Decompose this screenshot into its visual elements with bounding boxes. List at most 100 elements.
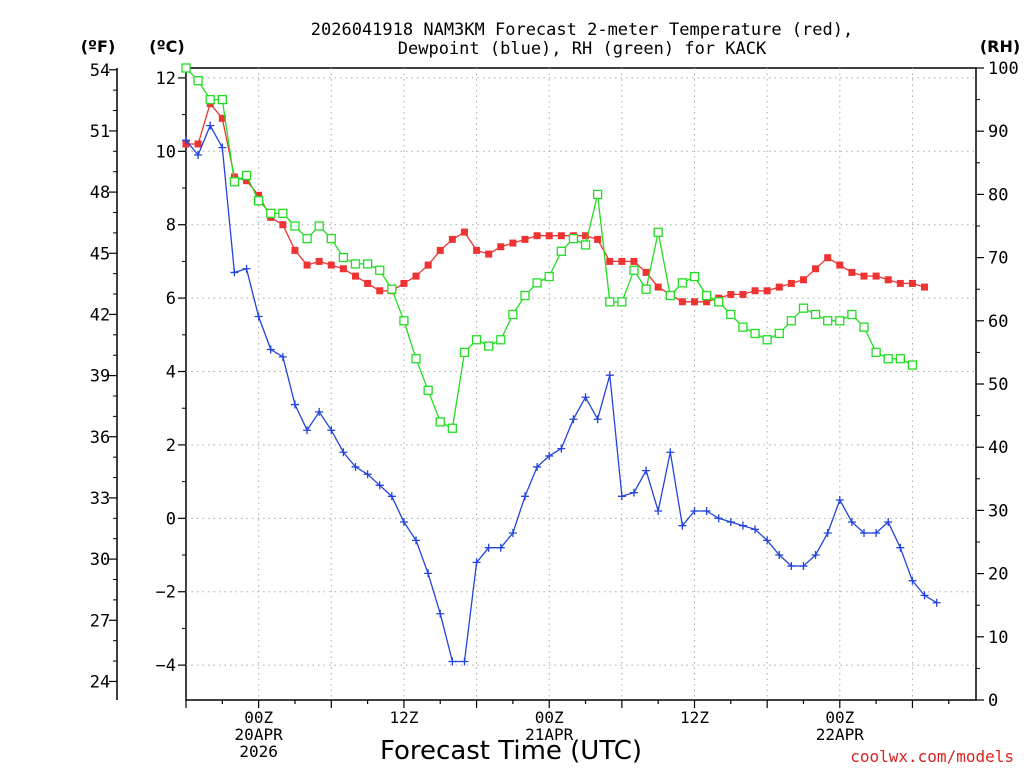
temperature-point [400, 279, 408, 287]
rh-point [762, 335, 772, 345]
rh-point [774, 328, 784, 339]
rh-point [847, 309, 857, 320]
dewpoint-point [533, 462, 542, 471]
temperature-point [448, 235, 456, 243]
fahrenheit-tick-label: 36 [90, 428, 110, 448]
dewpoint-point [751, 525, 760, 534]
rh-point [532, 278, 542, 288]
rh-point [665, 290, 675, 301]
rh-point [399, 316, 409, 326]
temperature-point [703, 298, 711, 306]
temperature-point [315, 257, 323, 265]
time-tick-label: 20APR [235, 725, 284, 744]
dewpoint-point [629, 488, 638, 497]
temperature-point [291, 246, 299, 254]
rh-point [726, 309, 736, 320]
dewpoint-point [375, 481, 384, 490]
dewpoint-point [508, 529, 517, 538]
celsius-tick-label: 12 [156, 69, 176, 89]
rh-point [508, 309, 518, 320]
dewpoint-point [472, 558, 481, 567]
time-tick-label: 2026 [239, 742, 278, 761]
temperature-point [630, 257, 638, 265]
dewpoint-point [823, 529, 832, 538]
dewpoint-point [763, 536, 772, 545]
temperature-point [594, 235, 602, 243]
rh-point [677, 278, 688, 288]
series-temperature [182, 100, 929, 306]
temperature-point [460, 228, 468, 236]
rh-tick-label: 70 [988, 249, 1008, 269]
dewpoint-point [811, 551, 820, 560]
temperature-point [218, 114, 226, 122]
time-tick-label: 21APR [525, 725, 574, 744]
dewpoint-line [185, 124, 938, 663]
grid-lines [186, 68, 976, 700]
temperature-point [836, 261, 844, 269]
rh-point [266, 208, 276, 219]
dewpoint-point [775, 551, 784, 560]
dewpoint-point [666, 448, 675, 457]
rh-point [338, 252, 349, 263]
temperature-point [691, 298, 699, 306]
rh-tick-label: 90 [988, 122, 1008, 142]
celsius-unit-label: (ºC) [149, 37, 184, 56]
rh-point [714, 297, 724, 307]
dewpoint-point [266, 345, 275, 354]
temperature-point [618, 257, 626, 265]
dewpoint-point [702, 506, 711, 515]
rh-point [217, 94, 227, 105]
temperature-point [303, 261, 311, 269]
watermark: coolwx.com/models [850, 747, 1014, 766]
rh-point [241, 170, 252, 181]
dewpoint-point [218, 143, 227, 152]
temperature-point [230, 173, 238, 181]
temperature-point [921, 283, 929, 291]
rh-point [302, 233, 312, 244]
temperature-point [376, 287, 384, 295]
time-tick-label: 00Z [535, 708, 564, 727]
temperature-point [557, 232, 565, 240]
celsius-tick-label: 4 [166, 363, 176, 383]
rh-point [411, 354, 421, 364]
temperature-point [654, 283, 662, 291]
dewpoint-point [920, 591, 929, 600]
rh-point [810, 309, 821, 320]
celsius-tick-label: 8 [166, 216, 176, 236]
temperature-point [424, 261, 432, 269]
rh-point [835, 316, 845, 326]
chart-title-line1: 2026041918 NAM3KM Forecast 2-meter Tempe… [311, 20, 853, 40]
plot-area-frame [185, 67, 977, 701]
rh-point [423, 385, 433, 395]
dewpoint-point [581, 393, 590, 402]
dewpoint-point [194, 150, 203, 159]
dewpoint-point [847, 517, 856, 526]
temperature-point [485, 250, 493, 258]
temperature-point [436, 246, 444, 254]
temperature-point [364, 279, 372, 287]
rh-tick-label: 60 [988, 312, 1008, 332]
dewpoint-point [545, 451, 554, 460]
rh-point [350, 259, 361, 269]
time-tick-label: 12Z [389, 708, 418, 727]
rh-point [556, 246, 566, 256]
celsius-axis: 12 10 8 6 4 2 0 −2 −4 [156, 69, 186, 676]
dewpoint-point [569, 415, 578, 424]
dewpoint-point [315, 407, 324, 416]
fahrenheit-tick-label: 33 [90, 489, 110, 509]
series-rh [181, 63, 918, 433]
dewpoint-point [605, 371, 614, 380]
dewpoint-point [593, 415, 602, 424]
dewpoint-point [884, 517, 893, 526]
dewpoint-point [714, 514, 723, 523]
dewpoint-point [448, 657, 457, 666]
rh-point [871, 347, 881, 358]
time-tick-label: 22APR [816, 725, 865, 744]
dewpoint-point [932, 598, 941, 607]
rh-point [823, 316, 833, 326]
rh-point [447, 423, 458, 433]
dewpoint-point [399, 517, 408, 526]
fahrenheit-tick-label: 24 [90, 672, 110, 692]
dewpoint-point [351, 462, 360, 471]
temperature-point [473, 246, 481, 254]
